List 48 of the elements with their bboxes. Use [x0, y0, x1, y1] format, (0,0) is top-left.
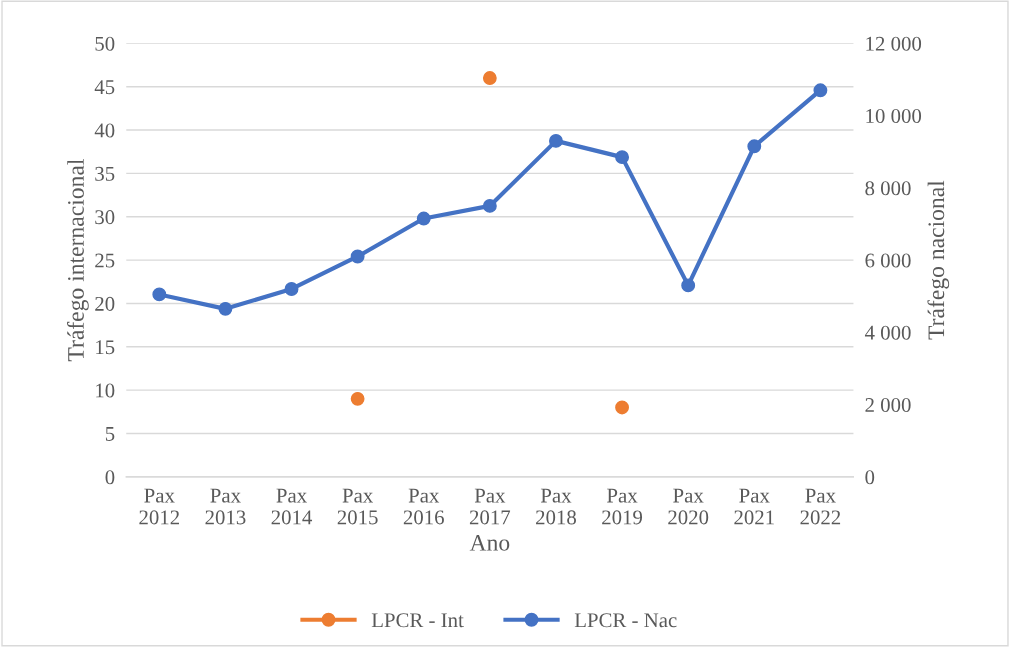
- y-tick-label: 15: [96, 340, 115, 355]
- point: [350, 249, 365, 264]
- point: [549, 133, 563, 148]
- point: [615, 150, 630, 165]
- x-axis-title: Ano: [469, 534, 510, 551]
- point: [284, 282, 299, 296]
- x-tick-label: Pax 2019: [602, 488, 643, 525]
- y2-tick-label: 10 000: [866, 108, 922, 124]
- y-tick-label: 45: [94, 80, 115, 95]
- legend-label: LPCR - Int: [371, 613, 464, 628]
- x-tick-label: Pax 2016: [403, 488, 444, 525]
- legend-label: LPCR - Nac: [574, 613, 677, 628]
- point: [350, 391, 365, 406]
- y2-tick-label: 12 000: [866, 36, 922, 51]
- y-tick-label: 35: [95, 166, 115, 181]
- y-tick-label: 5: [105, 427, 115, 441]
- point: [615, 400, 629, 415]
- point: [681, 278, 696, 293]
- x-tick-label: Pax 2022: [800, 488, 841, 525]
- x-tick-label: Pax 2020: [668, 488, 709, 525]
- x-tick-label: Pax 2012: [139, 488, 179, 525]
- y2-tick-label: 2 000: [865, 397, 911, 413]
- x-tick-label: Pax 2014: [271, 488, 313, 525]
- x-tick-label: Pax 2017: [469, 488, 511, 525]
- y-tick-label: 50: [95, 36, 115, 51]
- y-tick-label: 25: [95, 253, 115, 268]
- y-tick-label: 30: [95, 210, 115, 225]
- point: [747, 139, 762, 154]
- y-tick-label: 20: [95, 296, 115, 311]
- y-tick-label: 0: [105, 470, 115, 485]
- y2-tick-label: 0: [865, 470, 875, 485]
- point: [152, 287, 167, 302]
- y2-axis-title: Tráfego nacional: [927, 180, 950, 340]
- y2-tick-label: 8 000: [865, 181, 911, 196]
- y2-tick-label: 4 000: [864, 325, 911, 340]
- x-tick-label: Pax 2021: [734, 488, 774, 525]
- x-tick-label: Pax 2013: [205, 488, 246, 525]
- point: [218, 301, 233, 316]
- point: [482, 198, 497, 213]
- y-tick-label: 40: [94, 123, 115, 138]
- point: [813, 83, 828, 98]
- point: [416, 211, 431, 226]
- y-tick-label: 10: [96, 383, 115, 398]
- x-tick-label: Pax 2015: [337, 488, 378, 525]
- x-tick-label: Pax 2018: [536, 488, 576, 525]
- y-axis-title: Tráfego internacional: [67, 159, 89, 362]
- point: [482, 71, 497, 85]
- y2-tick-label: 6 000: [865, 253, 911, 268]
